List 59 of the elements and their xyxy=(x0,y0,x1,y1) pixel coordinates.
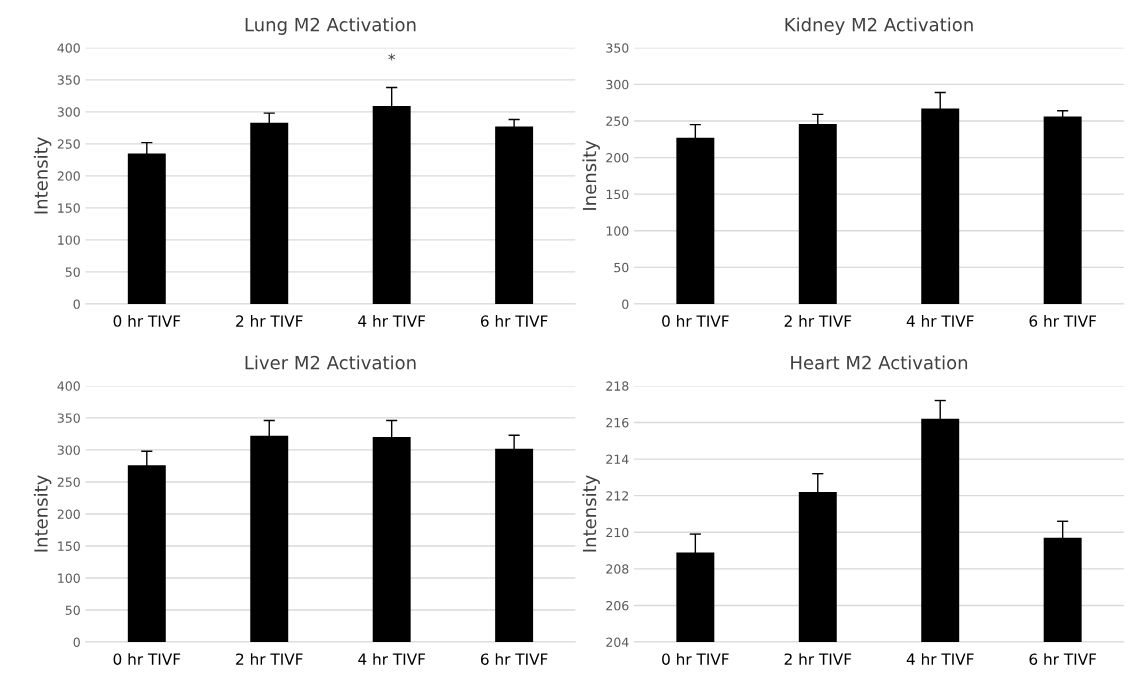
x-tick-label: 6 hr TIVF xyxy=(480,653,548,665)
y-tick-label: 200 xyxy=(57,509,80,519)
y-tick-label: 210 xyxy=(606,527,629,538)
y-tick-label: 212 xyxy=(606,491,628,501)
x-tick-label: 2 hr TIVF xyxy=(236,653,303,665)
x-tick-label: 6 hr TIVF xyxy=(1029,653,1097,665)
chart-title: Kidney M2 Activation xyxy=(785,17,973,35)
y-tick-label: 300 xyxy=(606,79,629,90)
chart-title: Lung M2 Activation xyxy=(245,17,416,35)
x-tick-label: 4 hr TIVF xyxy=(906,653,974,665)
y-tick-label: 350 xyxy=(57,413,80,423)
y-tick-label: 400 xyxy=(57,43,80,53)
x-tick-label: 2 hr TIVF xyxy=(784,653,852,665)
y-tick-label: 300 xyxy=(57,107,80,117)
x-tick-label: 6 hr TIVF xyxy=(1029,315,1097,327)
annotation: * xyxy=(388,53,396,61)
y-tick-label: 204 xyxy=(606,637,629,647)
y-tick-label: 0 xyxy=(73,299,80,309)
y-tick-label: 100 xyxy=(606,226,629,236)
y-tick-label: 200 xyxy=(606,153,629,163)
y-tick-label: 200 xyxy=(57,171,80,181)
y-tick-label: 300 xyxy=(57,445,80,455)
y-tick-label: 100 xyxy=(58,573,80,583)
y-axis-title: Inensity xyxy=(582,140,600,210)
chart-title: Liver M2 Activation xyxy=(245,355,416,370)
x-tick-label: 4 hr TIVF xyxy=(358,315,426,327)
x-tick-label: 2 hr TIVF xyxy=(236,315,303,327)
y-tick-label: 150 xyxy=(58,541,80,551)
x-tick-label: 6 hr TIVF xyxy=(480,315,548,327)
y-tick-label: 214 xyxy=(606,454,629,464)
y-tick-label: 0 xyxy=(73,637,80,647)
y-tick-label: 50 xyxy=(614,262,629,273)
y-tick-label: 250 xyxy=(606,116,629,126)
x-tick-label: 0 hr TIVF xyxy=(662,315,729,327)
x-tick-label: 0 hr TIVF xyxy=(662,653,729,665)
chart-title: Heart M2 Activation xyxy=(791,355,968,370)
x-tick-label: 0 hr TIVF xyxy=(113,315,181,327)
y-tick-label: 216 xyxy=(606,417,629,428)
y-axis-title: Intensity xyxy=(33,475,52,552)
x-tick-label: 2 hr TIVF xyxy=(784,315,852,327)
y-tick-label: 206 xyxy=(606,600,629,611)
y-tick-label: 0 xyxy=(622,299,629,309)
y-tick-label: 350 xyxy=(57,75,80,85)
y-tick-label: 250 xyxy=(57,139,80,149)
y-tick-label: 50 xyxy=(65,605,80,615)
y-tick-label: 208 xyxy=(606,564,629,574)
y-tick-label: 350 xyxy=(606,43,629,53)
y-tick-label: 50 xyxy=(65,267,80,277)
y-tick-label: 250 xyxy=(57,477,80,487)
y-tick-label: 100 xyxy=(58,235,80,245)
y-tick-label: 150 xyxy=(606,189,629,200)
x-tick-label: 0 hr TIVF xyxy=(113,653,181,665)
x-tick-label: 4 hr TIVF xyxy=(358,653,426,665)
y-tick-label: 400 xyxy=(57,381,80,391)
y-axis-title: Intensity xyxy=(33,137,52,214)
y-axis-title: Intensity xyxy=(582,475,600,552)
x-tick-label: 4 hr TIVF xyxy=(906,315,974,327)
y-tick-label: 218 xyxy=(606,381,629,391)
y-tick-label: 150 xyxy=(58,203,80,213)
